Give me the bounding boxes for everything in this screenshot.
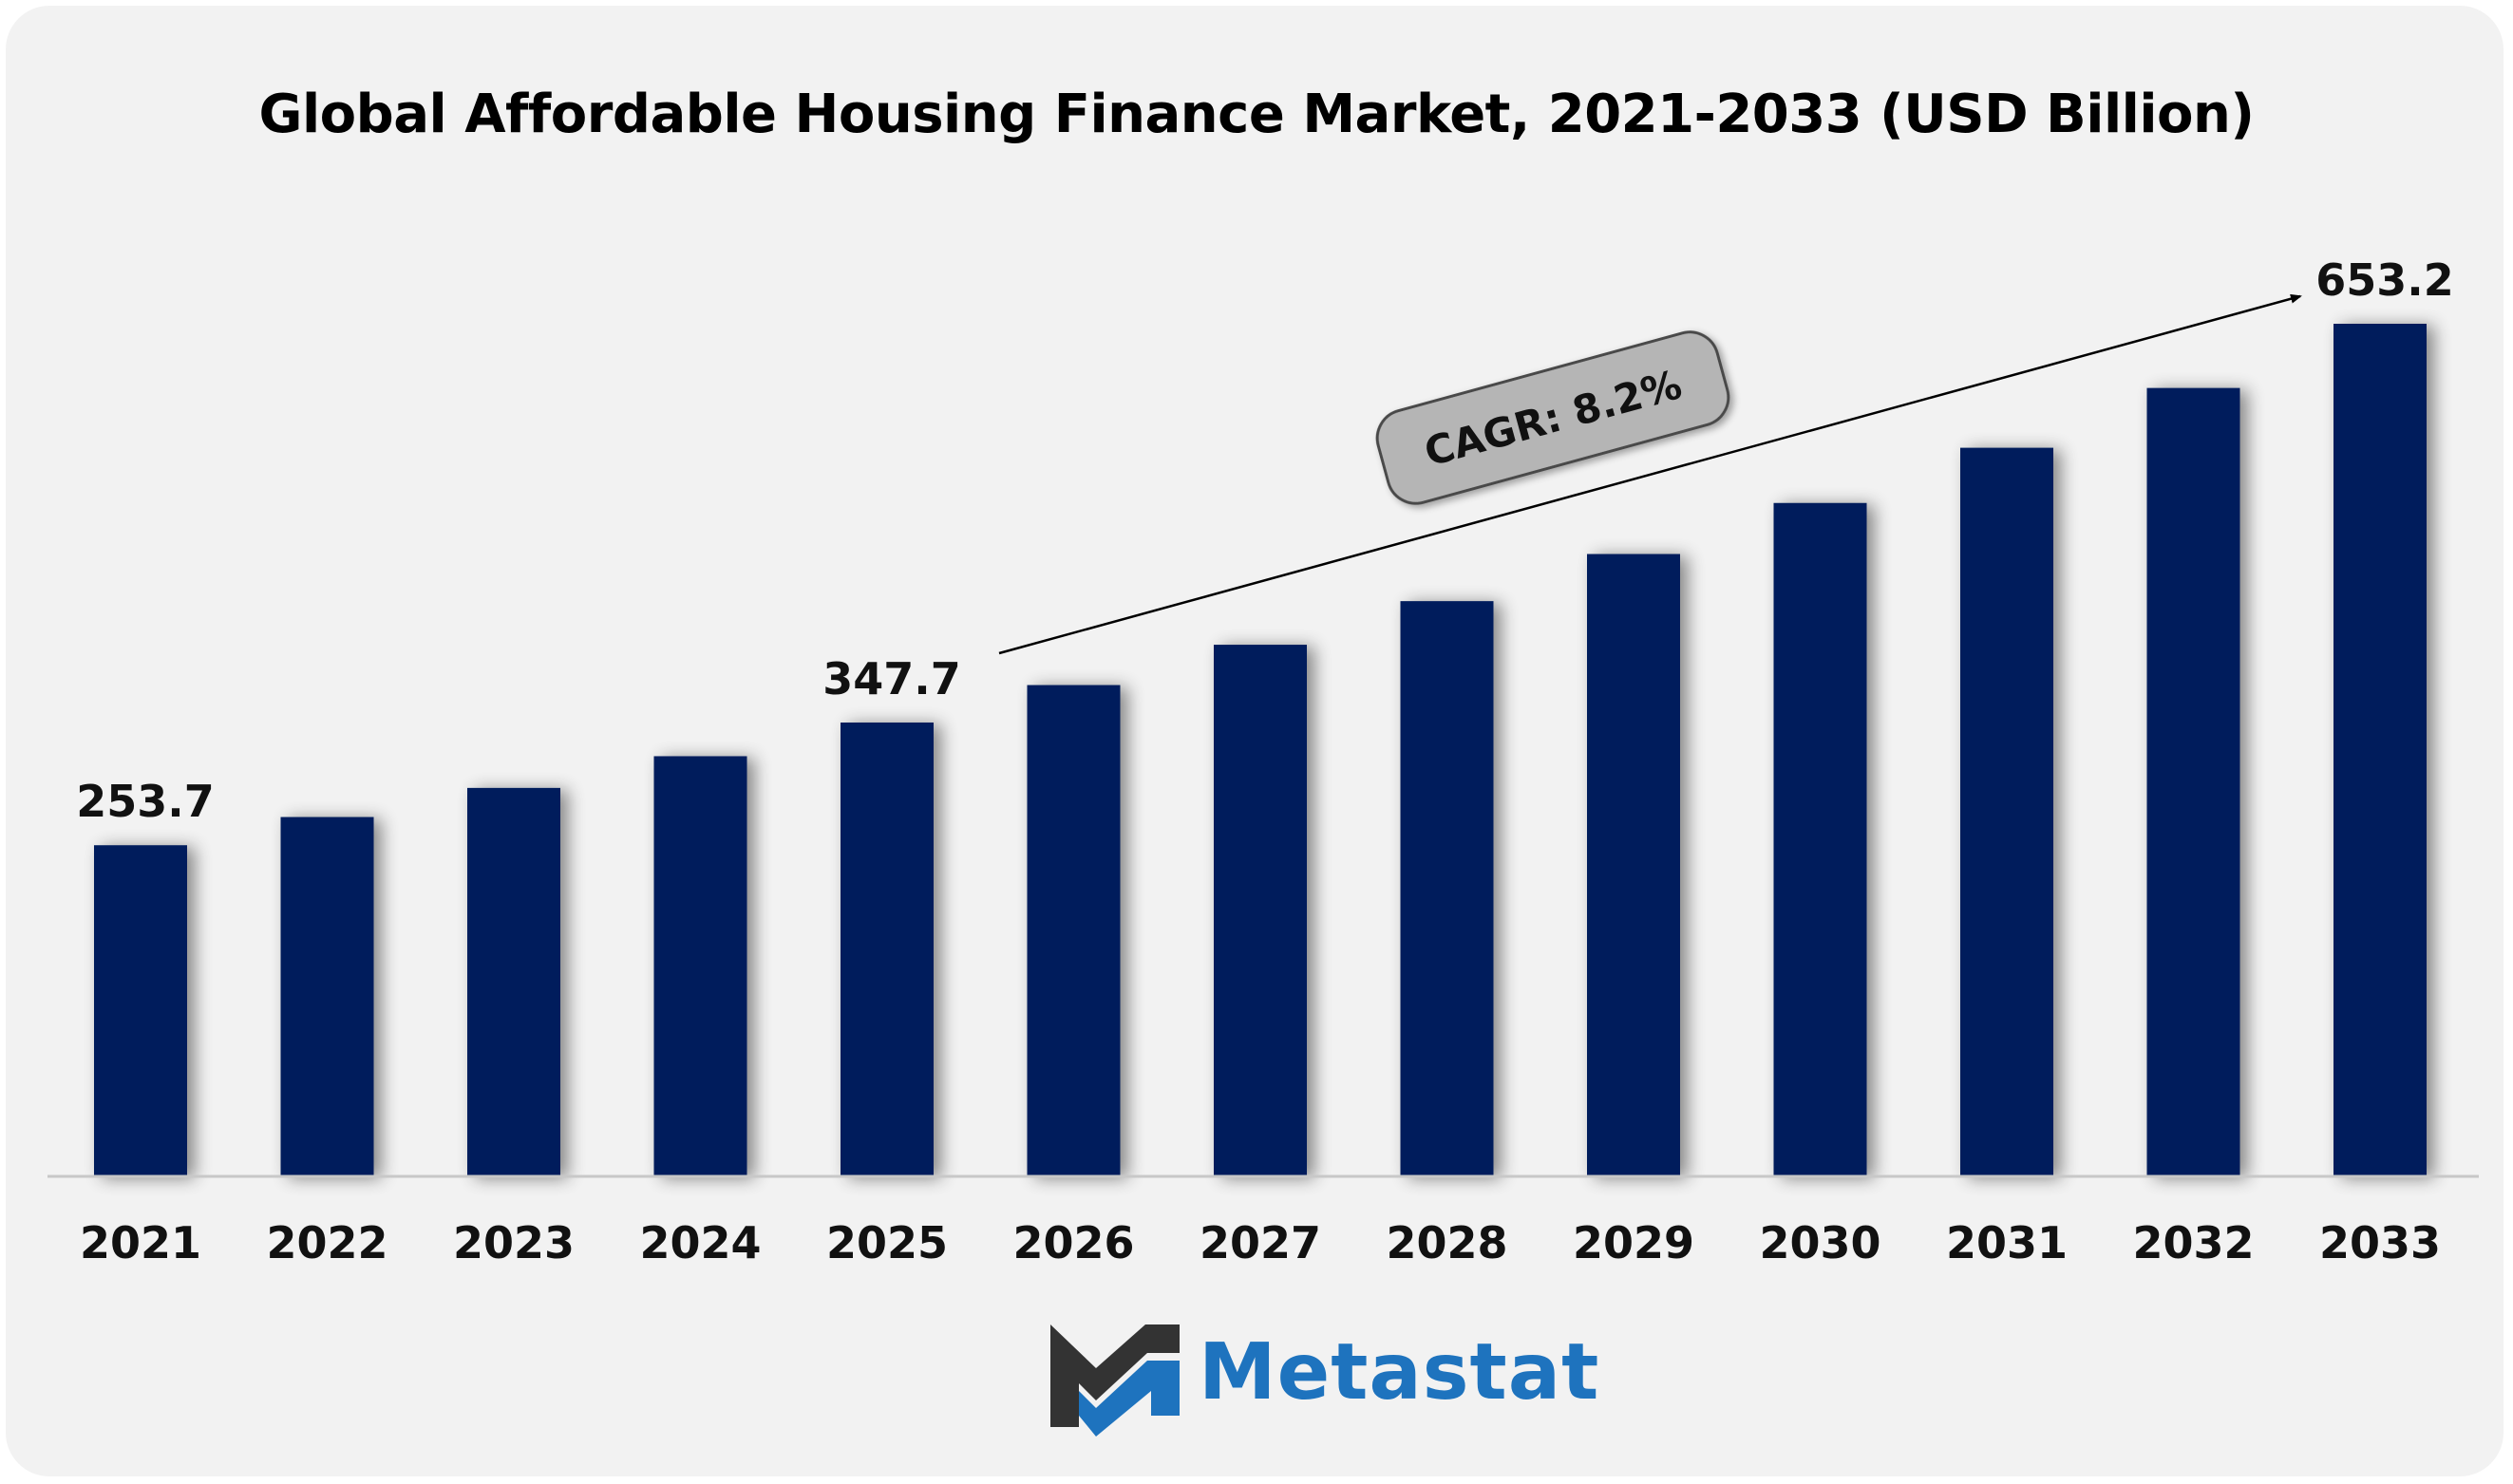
x-tick-label-2021: 2021 — [80, 1217, 201, 1268]
x-tick-label-2031: 2031 — [1946, 1217, 2068, 1268]
bar-2030 — [1773, 502, 1867, 1176]
bar-2028 — [1400, 601, 1494, 1176]
bar-2024 — [653, 756, 747, 1176]
bar-2033 — [2334, 324, 2427, 1176]
value-label-2033: 653.2 — [2315, 254, 2454, 306]
x-tick-label-2022: 2022 — [266, 1217, 387, 1268]
bar-2031 — [1960, 447, 2053, 1177]
x-tick-label-2029: 2029 — [1573, 1217, 1694, 1268]
value-labels: 253.7 347.7 653.2 — [76, 254, 2454, 827]
value-label-2025: 347.7 — [822, 653, 961, 704]
x-tick-label-2033: 2033 — [2319, 1217, 2441, 1268]
x-tick-label-2028: 2028 — [1386, 1217, 1507, 1268]
bar-2023 — [467, 787, 560, 1176]
metastat-m-logo-icon — [1050, 1324, 1180, 1437]
bars-group — [94, 324, 2427, 1177]
chart-title: Global Affordable Housing Finance Market… — [258, 84, 2255, 145]
cagr-trend-arrow — [998, 293, 2302, 655]
bar-2021 — [94, 845, 187, 1176]
x-tick-label-2024: 2024 — [639, 1217, 761, 1268]
x-tick-label-2023: 2023 — [453, 1217, 575, 1268]
bar-2029 — [1587, 554, 1680, 1176]
bar-2022 — [280, 817, 374, 1176]
x-tick-label-2025: 2025 — [826, 1217, 948, 1268]
brand-name: Metastat — [1199, 1327, 1600, 1418]
cagr-badge-background — [1375, 330, 1730, 505]
x-tick-label-2027: 2027 — [1200, 1217, 1321, 1268]
x-tick-label-2026: 2026 — [1012, 1217, 1134, 1268]
bar-2025 — [841, 722, 934, 1176]
x-tick-label-2032: 2032 — [2132, 1217, 2254, 1268]
bar-2032 — [2146, 387, 2240, 1177]
bar-2026 — [1027, 685, 1121, 1176]
bar-2027 — [1214, 645, 1307, 1176]
x-tick-labels: 2021 2022 2023 2024 2025 2026 2027 2028 2029 2030… — [80, 1217, 2441, 1268]
cagr-badge: CAGR: 8.2% — [1375, 330, 1730, 505]
value-label-2021: 253.7 — [76, 776, 215, 827]
x-tick-label-2030: 2030 — [1759, 1217, 1880, 1268]
